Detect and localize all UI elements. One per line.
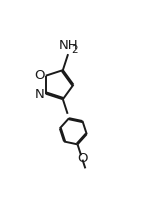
Text: NH: NH — [59, 39, 78, 52]
Text: O: O — [77, 152, 87, 165]
Text: O: O — [35, 69, 45, 82]
Text: 2: 2 — [71, 45, 78, 55]
Text: N: N — [35, 88, 45, 101]
